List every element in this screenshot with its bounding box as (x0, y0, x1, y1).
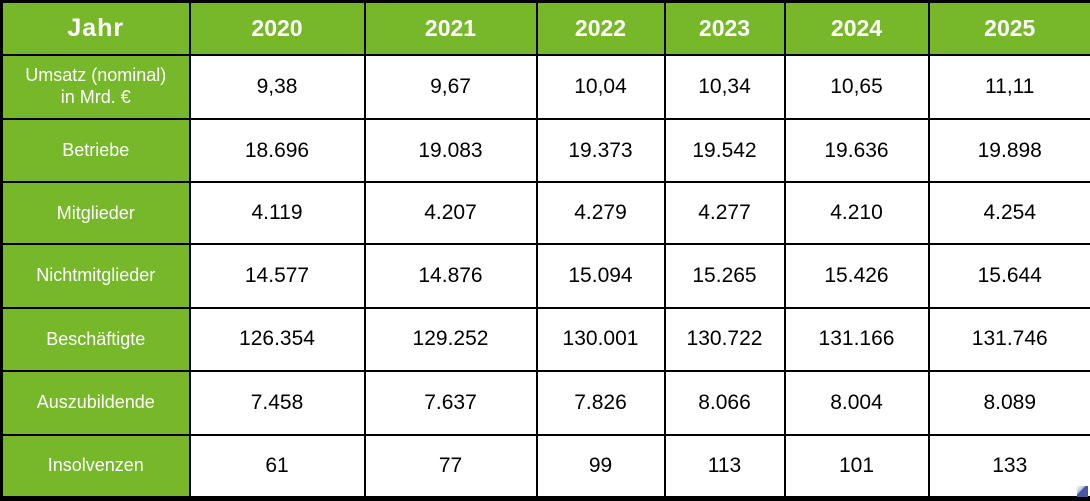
data-cell: 130.001 (535, 306, 666, 372)
data-cell: 19.542 (663, 117, 786, 184)
row-label-umsatz: Umsatz (nominal) in Mrd. € (0, 53, 191, 120)
row-label-mitglieder: Mitglieder (0, 181, 191, 246)
table-row-beschaeftigte: Beschäftigte 126.354 129.252 130.001 130… (0, 306, 1090, 372)
data-cell: 19.898 (927, 117, 1090, 184)
data-cell: 101 (783, 434, 930, 500)
table-row-nichtmitglieder: Nichtmitglieder 14.577 14.876 15.094 15.… (0, 243, 1090, 309)
data-cell: 113 (663, 434, 786, 500)
data-cell: 14.577 (188, 243, 366, 309)
row-label-beschaeftigte: Beschäftigte (0, 306, 191, 372)
data-cell: 4.277 (663, 181, 786, 246)
data-cell: 133 (927, 434, 1090, 500)
table-row-mitglieder: Mitglieder 4.119 4.207 4.279 4.277 4.210… (0, 181, 1090, 246)
data-cell: 15.094 (535, 243, 666, 309)
resize-handle-icon (1077, 486, 1088, 497)
row-label-insolvenzen: Insolvenzen (0, 434, 191, 500)
data-cell: 14.876 (363, 243, 538, 309)
table-row-umsatz: Umsatz (nominal) in Mrd. € 9,38 9,67 10,… (0, 53, 1090, 120)
data-cell: 19.083 (363, 117, 538, 184)
data-cell: 8.066 (663, 369, 786, 437)
data-cell: 4.210 (783, 181, 930, 246)
data-cell: 15.426 (783, 243, 930, 309)
data-cell: 4.279 (535, 181, 666, 246)
column-header-2020: 2020 (188, 0, 366, 56)
data-cell: 10,04 (535, 53, 666, 120)
data-cell: 4.119 (188, 181, 366, 246)
data-cell: 99 (535, 434, 666, 500)
column-header-2023: 2023 (663, 0, 786, 56)
data-cell: 15.644 (927, 243, 1090, 309)
data-cell: 7.637 (363, 369, 538, 437)
table-row-insolvenzen: Insolvenzen 61 77 99 113 101 133 (0, 434, 1090, 500)
row-label-auszubildende: Auszubildende (0, 369, 191, 437)
row-label-nichtmitglieder: Nichtmitglieder (0, 243, 191, 309)
column-header-2024: 2024 (783, 0, 930, 56)
data-cell: 19.636 (783, 117, 930, 184)
column-header-jahr: Jahr (0, 0, 191, 56)
data-cell: 10,34 (663, 53, 786, 120)
data-cell: 7.826 (535, 369, 666, 437)
header-row: Jahr 2020 2021 2022 2023 2024 2025 (0, 0, 1090, 56)
data-cell: 8.004 (783, 369, 930, 437)
data-cell: 131.166 (783, 306, 930, 372)
data-cell: 77 (363, 434, 538, 500)
table-row-auszubildende: Auszubildende 7.458 7.637 7.826 8.066 8.… (0, 369, 1090, 437)
column-header-2021: 2021 (363, 0, 538, 56)
data-cell: 18.696 (188, 117, 366, 184)
data-cell: 126.354 (188, 306, 366, 372)
data-cell: 8.089 (927, 369, 1090, 437)
data-cell: 129.252 (363, 306, 538, 372)
data-cell: 131.746 (927, 306, 1090, 372)
data-cell: 61 (188, 434, 366, 500)
column-header-2022: 2022 (535, 0, 666, 56)
data-cell: 19.373 (535, 117, 666, 184)
data-cell: 10,65 (783, 53, 930, 120)
data-cell: 4.254 (927, 181, 1090, 246)
data-cell: 11,11 (927, 53, 1090, 120)
data-cell: 130.722 (663, 306, 786, 372)
row-label-betriebe: Betriebe (0, 117, 191, 184)
data-cell: 9,38 (188, 53, 366, 120)
column-header-2025: 2025 (927, 0, 1090, 56)
data-cell: 15.265 (663, 243, 786, 309)
data-cell: 4.207 (363, 181, 538, 246)
table-row-betriebe: Betriebe 18.696 19.083 19.373 19.542 19.… (0, 117, 1090, 184)
data-cell: 9,67 (363, 53, 538, 120)
data-cell: 7.458 (188, 369, 366, 437)
